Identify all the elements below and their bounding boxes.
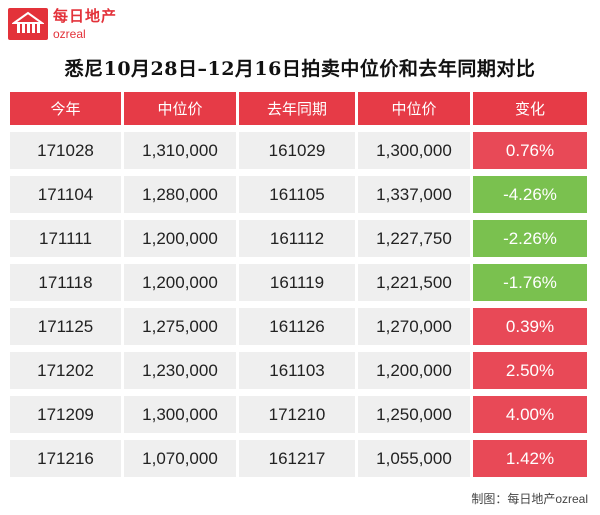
cell-last-median: 1,270,000 [358,308,470,345]
cell-change: -1.76% [473,264,587,301]
table-row: 171104 1,280,000 161105 1,337,000 -4.26% [10,176,590,213]
cell-median: 1,200,000 [124,264,236,301]
cell-last-median: 1,055,000 [358,440,470,477]
cell-last-year: 161119 [239,264,355,301]
cell-change: 2.50% [473,352,587,389]
header-change: 变化 [473,92,587,125]
header-median: 中位价 [124,92,236,125]
cell-this-year: 171118 [10,264,121,301]
page-title: 悉尼10月28日–12月16日拍卖中位价和去年同期对比 [64,58,536,80]
building-icon [12,11,44,33]
cell-median: 1,200,000 [124,220,236,257]
cell-last-median: 1,250,000 [358,396,470,433]
cell-change: 0.39% [473,308,587,345]
cell-this-year: 171028 [10,132,121,169]
cell-change: -2.26% [473,220,587,257]
table-header-row: 今年 中位价 去年同期 中位价 变化 [10,92,590,125]
logo-mark [8,8,48,40]
cell-last-median: 1,337,000 [358,176,470,213]
brand-logo: 每日地产 ozreal [8,6,138,46]
cell-change: -4.26% [473,176,587,213]
cell-change: 0.76% [473,132,587,169]
cell-last-year: 161126 [239,308,355,345]
footer-credit: 制图：每日地产ozreal [471,492,588,506]
cell-last-year: 161112 [239,220,355,257]
cell-last-median: 1,227,750 [358,220,470,257]
table-row: 171125 1,275,000 161126 1,270,000 0.39% [10,308,590,345]
cell-this-year: 171125 [10,308,121,345]
table-row: 171111 1,200,000 161112 1,227,750 -2.26% [10,220,590,257]
table-body: 171028 1,310,000 161029 1,300,000 0.76% 17110… [10,132,590,477]
table-row: 171216 1,070,000 161217 1,055,000 1.42% [10,440,590,477]
cell-change: 1.42% [473,440,587,477]
comparison-table: 今年 中位价 去年同期 中位价 变化 171028 1,310,000 161029… [10,92,590,484]
cell-this-year: 171216 [10,440,121,477]
cell-last-year: 161103 [239,352,355,389]
cell-median: 1,310,000 [124,132,236,169]
cell-change: 4.00% [473,396,587,433]
cell-this-year: 171104 [10,176,121,213]
cell-last-median: 1,300,000 [358,132,470,169]
cell-median: 1,275,000 [124,308,236,345]
cell-median: 1,070,000 [124,440,236,477]
table-row: 171028 1,310,000 161029 1,300,000 0.76% [10,132,590,169]
cell-last-median: 1,221,500 [358,264,470,301]
cell-median: 1,230,000 [124,352,236,389]
logo-subtext: ozreal [53,27,86,41]
header-this-year: 今年 [10,92,121,125]
cell-median: 1,280,000 [124,176,236,213]
cell-last-median: 1,200,000 [358,352,470,389]
cell-median: 1,300,000 [124,396,236,433]
header-last-median: 中位价 [358,92,470,125]
table-row: 171118 1,200,000 161119 1,221,500 -1.76% [10,264,590,301]
cell-last-year: 161217 [239,440,355,477]
header-last-year: 去年同期 [239,92,355,125]
cell-last-year: 161029 [239,132,355,169]
logo-name: 每日地产 [53,8,118,25]
cell-this-year: 171111 [10,220,121,257]
cell-this-year: 171202 [10,352,121,389]
cell-last-year: 161105 [239,176,355,213]
table-row: 171202 1,230,000 161103 1,200,000 2.50% [10,352,590,389]
table-row: 171209 1,300,000 171210 1,250,000 4.00% [10,396,590,433]
cell-last-year: 171210 [239,396,355,433]
cell-this-year: 171209 [10,396,121,433]
